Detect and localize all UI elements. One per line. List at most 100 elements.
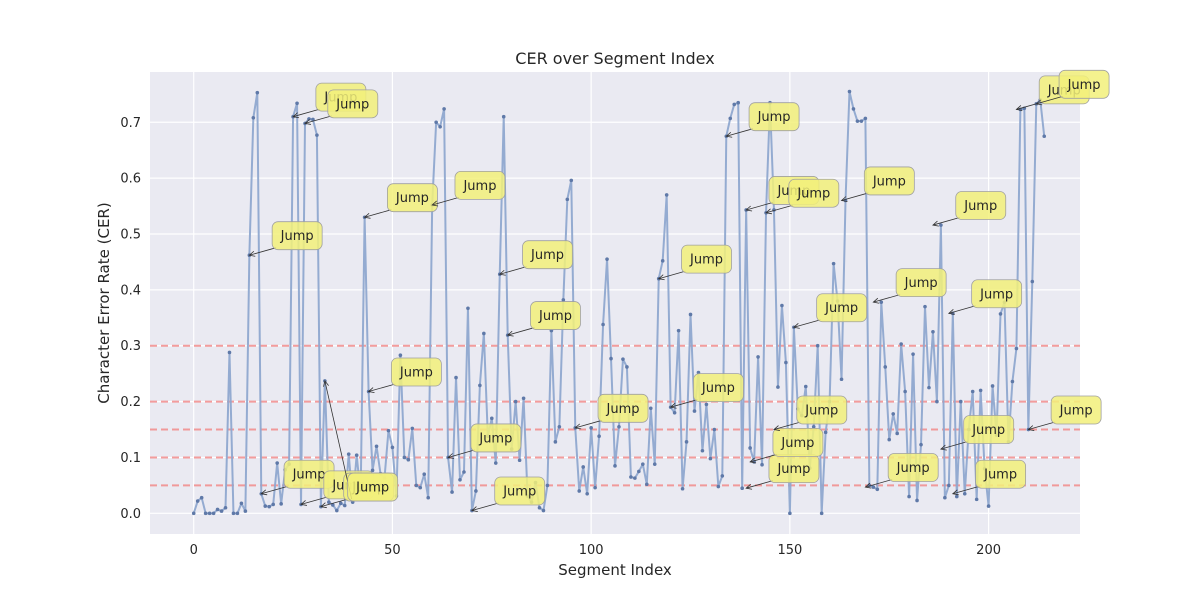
cer-point [338, 501, 343, 506]
annotation-arrowhead [840, 196, 848, 202]
annotation-arrowhead [745, 483, 753, 490]
annotation-box [1058, 69, 1110, 99]
cer-point [617, 424, 621, 429]
cer-point [307, 117, 311, 121]
annotation-arrow [292, 108, 320, 118]
annotation-arrow [320, 498, 348, 508]
annotation-label: Jump [983, 468, 1017, 483]
annotation-arrow [507, 327, 535, 336]
cer-point [939, 223, 943, 227]
annotation-arrowhead [363, 212, 371, 219]
cer-point [935, 399, 939, 404]
cer-point [716, 484, 721, 489]
cer-point [700, 448, 705, 453]
annotation-arrow [499, 266, 527, 275]
annotation-arrow [1036, 95, 1064, 105]
cer-point [895, 431, 899, 436]
cer-point [644, 482, 649, 487]
annotation-label: Jump [780, 436, 814, 451]
annotation-arrow [793, 319, 821, 328]
annotation-label: Jump [530, 248, 564, 263]
cer-point [450, 490, 454, 494]
cer-point [879, 300, 884, 304]
cer-point [537, 505, 542, 510]
cer-point [223, 505, 228, 510]
cer-point [927, 385, 931, 390]
annotation-arrow [364, 209, 392, 218]
annotation-arrow [304, 115, 332, 124]
cer-point [557, 424, 562, 429]
cer-point [581, 465, 586, 469]
annotation-arrowhead [292, 112, 300, 119]
cer-point [410, 426, 415, 431]
cer-point [633, 476, 637, 480]
cer-point [648, 406, 653, 411]
annotation-arrow [841, 192, 869, 201]
annotation-arrowhead [940, 444, 947, 451]
annotation-label: Jump [804, 403, 838, 418]
annotation-label: Jump [904, 276, 938, 291]
cer-point [462, 470, 466, 474]
cer-point [947, 483, 951, 488]
annotation-arrow [948, 305, 976, 314]
cer-point [521, 396, 526, 401]
cer-point [315, 133, 319, 137]
cer-point [863, 116, 868, 121]
cer-point [342, 503, 347, 508]
cer-point [688, 312, 693, 317]
annotation-box [975, 459, 1027, 489]
annotation-arrow [952, 485, 980, 495]
cer-point [851, 107, 856, 111]
cer-point [263, 504, 268, 508]
cer-point [203, 511, 208, 516]
cer-point [911, 352, 915, 356]
cer-point [231, 511, 236, 516]
y-tick-label: 0.7 [120, 116, 141, 131]
annotation-label: Jump [689, 253, 723, 268]
cer-point [732, 102, 737, 107]
annotation-arrowhead [1027, 425, 1035, 431]
annotation-arrowhead [323, 380, 329, 387]
cer-point [1010, 379, 1015, 384]
cer-point [426, 495, 431, 500]
annotation-arrow [300, 496, 328, 505]
cer-point [978, 388, 983, 393]
cer-point [1014, 346, 1019, 351]
cer-point [374, 444, 379, 449]
annotation-box [681, 244, 732, 274]
cer-point [215, 507, 220, 512]
cer-point [998, 312, 1003, 316]
annotation-box [271, 221, 323, 251]
annotation-arrowhead [749, 457, 757, 464]
annotation-arrowhead [260, 489, 268, 496]
cer-point [652, 462, 657, 466]
cer-point [334, 508, 339, 513]
cer-point [386, 428, 391, 433]
cer-point [871, 485, 876, 489]
cer-point [414, 483, 419, 488]
cer-point [438, 124, 442, 129]
annotation-arrow [765, 204, 793, 214]
cer-point [311, 117, 315, 122]
cer-point [899, 342, 903, 346]
annotation-arrow [471, 502, 499, 511]
cer-point [1030, 279, 1035, 284]
annotation-label: Jump [335, 97, 369, 112]
annotation-arrow [249, 247, 277, 256]
annotation-arrow [865, 479, 893, 488]
annotation-arrowhead [320, 502, 327, 509]
annotation-arrowhead [657, 274, 665, 281]
cer-point [962, 491, 967, 496]
annotation-arrow [575, 419, 603, 429]
cer-point [907, 494, 911, 499]
cer-point [692, 409, 697, 413]
tick-labels: 0 50 100 150 200 0.0 0.1 0.2 0.3 0.4 0.5 0.6 0.7 [120, 116, 1001, 558]
cer-point [613, 464, 617, 468]
annotation-box [494, 476, 546, 506]
cer-point [859, 119, 864, 123]
cer-point [295, 101, 299, 106]
annotation-arrowhead [304, 119, 311, 125]
cer-point [637, 469, 641, 474]
y-axis-label: Character Error Rate (CER) [95, 202, 113, 403]
cer-point [919, 442, 923, 447]
